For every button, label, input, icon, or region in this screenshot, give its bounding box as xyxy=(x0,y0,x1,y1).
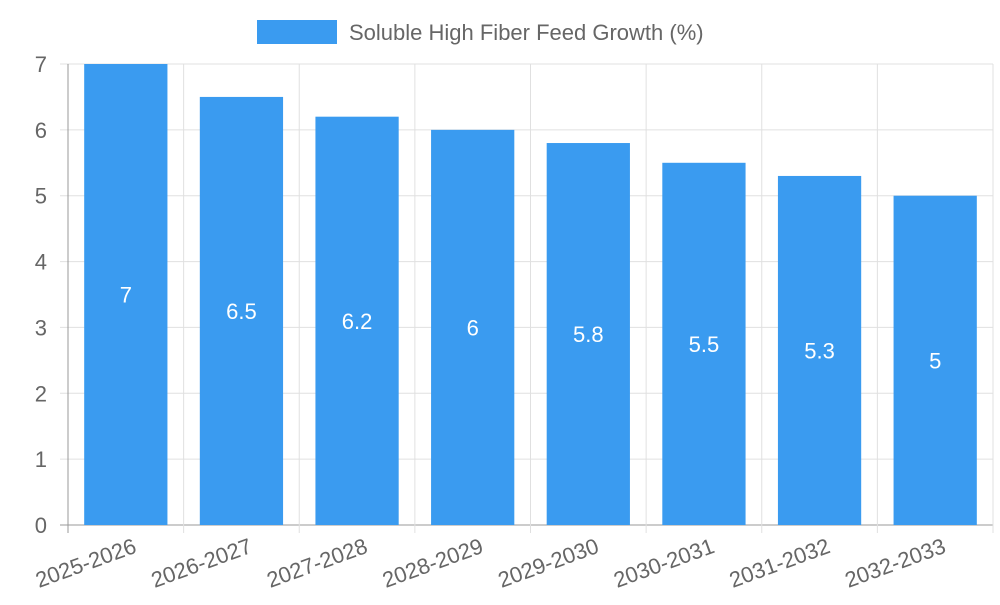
bar xyxy=(777,175,862,525)
y-tick-label: 6 xyxy=(35,118,47,143)
y-tick-label: 0 xyxy=(35,513,47,538)
bar-value-label: 6.5 xyxy=(226,299,257,324)
bar-value-label: 5.5 xyxy=(689,332,720,357)
y-tick-label: 3 xyxy=(35,315,47,340)
x-tick-label: 2026-2027 xyxy=(148,533,255,592)
legend-label: Soluble High Fiber Feed Growth (%) xyxy=(349,20,704,45)
y-tick-label: 1 xyxy=(35,447,47,472)
bar xyxy=(431,129,515,525)
x-tick-label: 2031-2032 xyxy=(726,533,833,592)
legend-swatch xyxy=(257,20,337,44)
x-tick-label: 2029-2030 xyxy=(495,533,602,592)
bar xyxy=(84,64,168,525)
bar xyxy=(315,116,399,525)
y-tick-label: 7 xyxy=(35,52,47,77)
x-tick-label: 2025-2026 xyxy=(32,533,139,592)
bar-value-label: 5 xyxy=(929,348,941,373)
bar xyxy=(893,195,977,525)
bar-value-label: 6 xyxy=(467,315,479,340)
bar-value-label: 5.8 xyxy=(573,322,604,347)
x-tick-label: 2028-2029 xyxy=(379,533,486,592)
x-axis: 2025-2026 2026-2027 2027-2028 2028-2029 2029… xyxy=(32,533,949,592)
x-tick-label: 2032-2033 xyxy=(841,533,948,592)
bar-value-label: 5.3 xyxy=(804,338,835,363)
y-tick-label: 2 xyxy=(35,381,47,406)
y-tick-label: 5 xyxy=(35,184,47,209)
y-tick-label: 4 xyxy=(35,250,47,275)
bar xyxy=(546,143,630,525)
y-axis: 0 1 2 3 4 5 6 7 xyxy=(35,52,47,538)
bars: 7 6.5 6.2 6 5.8 5.5 5.3 5 xyxy=(84,64,977,526)
x-tick-label: 2030-2031 xyxy=(610,533,717,592)
bar xyxy=(199,96,284,525)
legend[interactable]: Soluble High Fiber Feed Growth (%) xyxy=(257,20,704,45)
x-tick-label: 2027-2028 xyxy=(263,533,370,592)
bar-value-label: 7 xyxy=(120,283,132,308)
bar xyxy=(662,162,746,526)
bar-value-label: 6.2 xyxy=(342,309,373,334)
